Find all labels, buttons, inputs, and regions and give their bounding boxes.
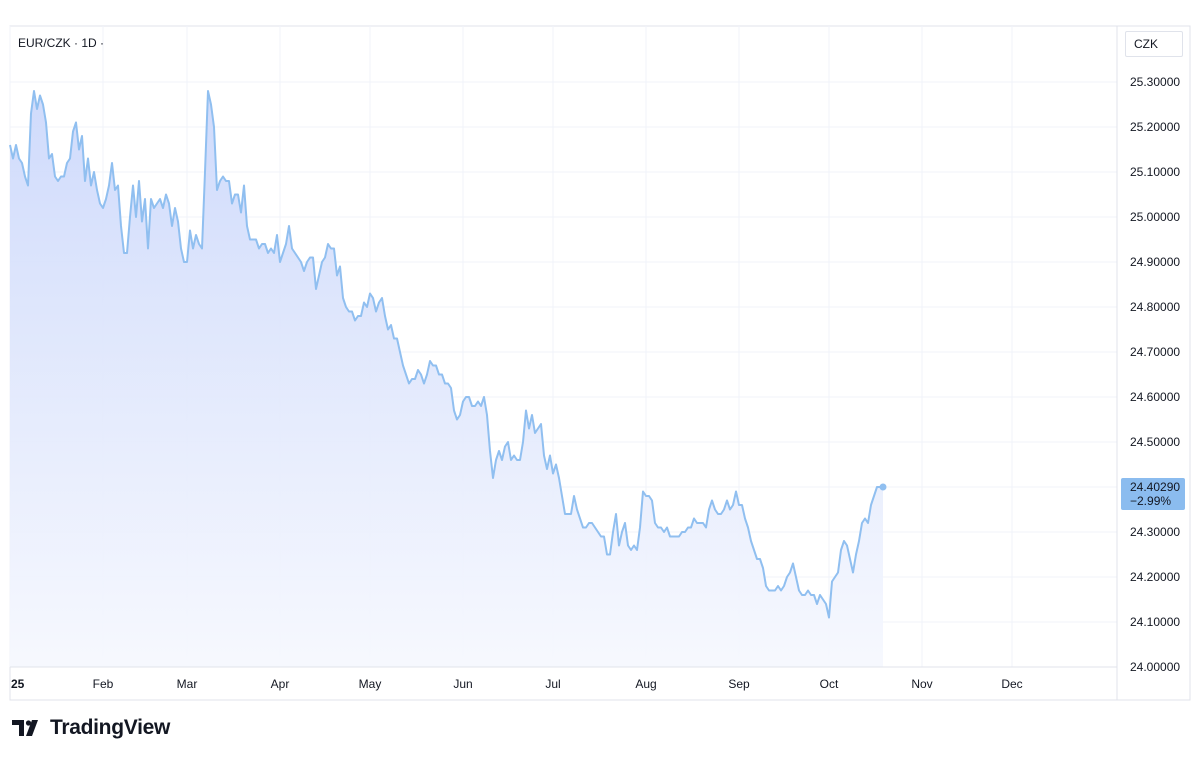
last-price-badge: 24.40290 −2.99% [1121, 478, 1185, 510]
y-tick-label: 24.80000 [1130, 300, 1180, 314]
x-tick-label: Oct [820, 677, 839, 691]
y-tick-label: 25.10000 [1130, 165, 1180, 179]
tradingview-logo-icon [12, 720, 38, 736]
price-area-fill [10, 91, 883, 667]
y-tick-label: 25.20000 [1130, 120, 1180, 134]
x-tick-label: Dec [1001, 677, 1022, 691]
legend-separator: · [96, 36, 108, 50]
legend-separator: · [70, 36, 82, 50]
interval-label: 1D [81, 36, 97, 50]
price-axis[interactable]: 25.30000 25.20000 25.10000 25.00000 24.90000… [1130, 75, 1180, 674]
y-tick-label: 24.20000 [1130, 570, 1180, 584]
currency-selector[interactable]: CZK [1125, 31, 1183, 57]
currency-label: CZK [1134, 37, 1158, 51]
last-price-dot [879, 483, 887, 491]
x-tick-label: May [359, 677, 382, 691]
x-tick-label: Sep [728, 677, 750, 691]
x-tick-label: Aug [635, 677, 656, 691]
y-tick-label: 25.00000 [1130, 210, 1180, 224]
x-tick-label: 25 [11, 677, 25, 691]
y-tick-label: 24.60000 [1130, 390, 1180, 404]
y-tick-label: 24.90000 [1130, 255, 1180, 269]
y-tick-label: 24.50000 [1130, 435, 1180, 449]
x-tick-label: Nov [911, 677, 932, 691]
price-change-label: −2.99% [1130, 494, 1171, 508]
brand-footer[interactable]: TradingView [12, 716, 170, 740]
price-line [9, 90, 883, 619]
symbol-name: EUR/CZK [18, 36, 71, 50]
brand-name: TradingView [50, 716, 171, 739]
x-tick-label: Feb [93, 677, 114, 691]
y-tick-label: 25.30000 [1130, 75, 1180, 89]
y-tick-label: 24.00000 [1130, 660, 1180, 674]
time-axis[interactable]: 25 Feb Mar Apr May Jun Jul Aug Sep Oct Nov Dec [11, 677, 1023, 691]
x-tick-label: Jul [545, 677, 560, 691]
x-tick-label: Apr [271, 677, 290, 691]
y-tick-label: 24.30000 [1130, 525, 1180, 539]
last-price-label: 24.40290 [1130, 480, 1180, 494]
y-tick-label: 24.70000 [1130, 345, 1180, 359]
x-tick-label: Jun [453, 677, 472, 691]
x-tick-label: Mar [177, 677, 198, 691]
y-tick-label: 24.10000 [1130, 615, 1180, 629]
symbol-legend[interactable]: EUR/CZK · 1D · [18, 36, 107, 50]
